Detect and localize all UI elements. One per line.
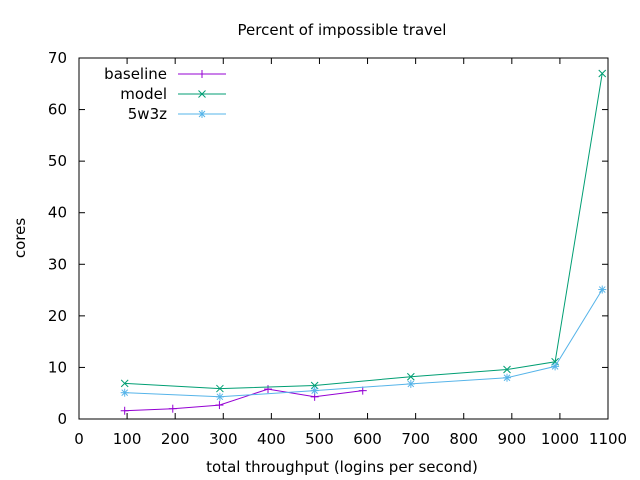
chart-title: Percent of impossible travel [238, 21, 447, 39]
x-tick-label: 300 [209, 430, 238, 448]
legend-marker [198, 70, 206, 78]
data-point [598, 285, 607, 294]
x-tick-label: 1000 [541, 430, 579, 448]
legend-item: model [120, 85, 226, 103]
x-tick-label: 200 [161, 430, 190, 448]
x-tick-label: 800 [449, 430, 478, 448]
series-line [124, 388, 363, 412]
series-5w3z [120, 285, 607, 401]
series-baseline [120, 385, 367, 415]
data-point [503, 365, 511, 374]
legend-item: baseline [104, 65, 226, 83]
series-line [124, 73, 603, 390]
y-tick-label: 60 [48, 101, 67, 119]
y-tick-label: 40 [48, 204, 67, 222]
data-point [120, 379, 129, 388]
legend-label: baseline [104, 65, 167, 83]
series-layer [120, 69, 607, 415]
data-point [358, 386, 367, 395]
data-point [263, 385, 272, 394]
data-point [120, 406, 129, 415]
plot-border [78, 57, 609, 420]
series-model [120, 69, 607, 393]
y-tick-label: 50 [48, 152, 67, 170]
data-point [406, 372, 415, 381]
y-tick-label: 20 [48, 307, 67, 325]
x-tick-label: 500 [305, 430, 334, 448]
legend: baseline model 5w3z [104, 65, 226, 123]
y-tick-label: 10 [48, 358, 67, 376]
data-point [310, 386, 319, 395]
legend-marker [198, 110, 206, 118]
x-tick-label: 700 [401, 430, 430, 448]
x-tick-label: 1100 [589, 430, 627, 448]
data-point [503, 373, 512, 382]
data-point [168, 404, 177, 413]
x-tick-label: 600 [353, 430, 382, 448]
y-tick-label: 70 [48, 49, 67, 67]
x-tick-label: 100 [113, 430, 142, 448]
y-tick-label: 0 [57, 410, 67, 428]
legend-item: 5w3z [128, 105, 226, 123]
x-tick-label: 0 [74, 430, 84, 448]
legend-label: 5w3z [128, 105, 167, 123]
data-point [406, 379, 415, 388]
x-axis: 0 100 200 300 400 500 600 700 800 900 1000 1100 [74, 58, 627, 448]
data-point [215, 392, 224, 401]
x-tick-label: 900 [497, 430, 526, 448]
data-point [215, 401, 224, 410]
y-axis: 0 10 20 30 40 50 60 70 [48, 49, 608, 428]
y-axis-title: cores [11, 218, 29, 258]
data-point [216, 384, 224, 393]
plot-area [78, 57, 609, 420]
y-tick-label: 30 [48, 255, 67, 273]
data-point [120, 388, 129, 397]
x-axis-title: total throughput (logins per second) [206, 458, 478, 476]
data-point [551, 362, 560, 371]
data-point [598, 69, 607, 78]
legend-label: model [120, 85, 167, 103]
legend-marker [198, 90, 206, 98]
x-tick-label: 400 [257, 430, 286, 448]
